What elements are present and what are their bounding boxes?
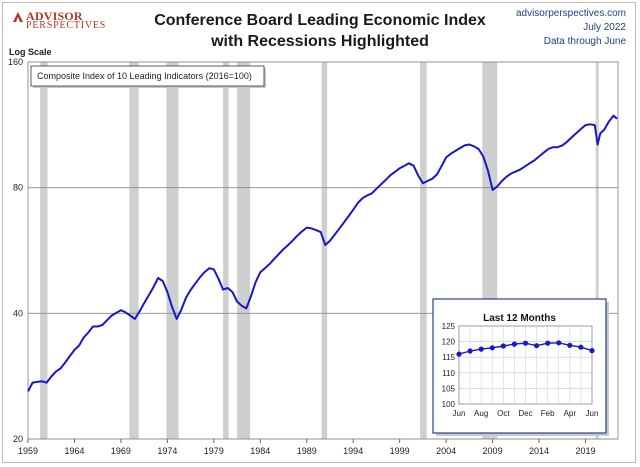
inset-plot-border xyxy=(458,325,593,405)
source-date: July 2022 xyxy=(583,22,626,33)
recession-band xyxy=(40,62,48,439)
inset-point xyxy=(456,351,462,357)
logo-text-bottom: PERSPECTIVES xyxy=(26,20,107,31)
x-tick-label: 1999 xyxy=(390,446,410,456)
lei-line xyxy=(27,114,618,392)
inset-x-tick-label: Dec xyxy=(518,409,532,418)
inset-point xyxy=(567,342,573,348)
x-tick-label: 1989 xyxy=(297,446,317,456)
inset-last-12-months: Last 12 Months 100 105 110 115 120 125 Jun Aug Oc… xyxy=(432,298,609,436)
y-tick-label: 160 xyxy=(8,57,23,67)
inset-y-tick-label: 100 xyxy=(442,400,456,409)
y-axis-label: Log Scale xyxy=(9,47,52,57)
source-site: advisorperspectives.com xyxy=(515,8,626,19)
source-block: advisorperspectives.com July 2022 Data t… xyxy=(426,7,626,49)
x-tick-label: 2014 xyxy=(529,446,549,456)
logo-text-top: ADVISOR xyxy=(26,9,83,23)
y-tick-label: 20 xyxy=(13,434,23,444)
x-tick-label: 2019 xyxy=(575,446,595,456)
legend-box xyxy=(30,65,265,87)
recession-band xyxy=(321,62,328,439)
inset-x-tick-label: Jun xyxy=(453,409,466,418)
chart-title-line1: Conference Board Leading Economic Index xyxy=(154,12,486,29)
inset-y-tick-label: 105 xyxy=(442,384,456,393)
x-tick-label: 1959 xyxy=(18,446,38,456)
inset-x-tick-label: Aug xyxy=(474,409,488,418)
y-tick-label: 40 xyxy=(13,308,23,318)
source-note: Data through June xyxy=(543,36,626,47)
inset-point xyxy=(511,341,517,347)
x-tick-label: 2004 xyxy=(436,446,456,456)
inset-point xyxy=(500,343,506,349)
x-tick-label: 1974 xyxy=(157,446,177,456)
inset-point xyxy=(489,345,495,351)
inset-box xyxy=(432,298,607,434)
advisor-perspectives-logo: ADVISOR PERSPECTIVES xyxy=(12,8,122,31)
inset-point xyxy=(589,348,595,354)
inset-x-tick-label: Oct xyxy=(497,409,510,418)
inset-point xyxy=(478,346,484,352)
x-tick-label: 1964 xyxy=(64,446,84,456)
inset-point xyxy=(556,340,562,346)
inset-x-tick-label: Jun xyxy=(586,409,599,418)
inset-y-tick-label: 120 xyxy=(442,338,456,347)
inset-title: Last 12 Months xyxy=(483,313,556,324)
inset-x-tick-label: Feb xyxy=(541,409,555,418)
inset-y-tick-label: 110 xyxy=(442,369,455,378)
recession-band xyxy=(129,62,139,439)
logo-mark-icon xyxy=(13,12,23,22)
inset-point xyxy=(578,344,584,350)
chart-title-line2: with Recessions Highlighted xyxy=(211,33,429,50)
recession-band xyxy=(595,62,599,439)
inset-x-tick-label: Apr xyxy=(564,409,577,418)
inset-point xyxy=(545,340,551,346)
recession-band xyxy=(237,62,251,439)
chart-legend: Composite Index of 10 Leading Indicators… xyxy=(30,65,266,88)
recession-band xyxy=(166,62,179,439)
inset-y-tick-label: 125 xyxy=(442,322,456,331)
x-tick-label: 1994 xyxy=(343,446,363,456)
x-tick-label: 1984 xyxy=(250,446,270,456)
x-tick-label: 1969 xyxy=(111,446,131,456)
x-tick-label: 1979 xyxy=(204,446,224,456)
inset-point xyxy=(534,343,540,349)
lei-series xyxy=(27,114,618,392)
inset-y-tick-label: 115 xyxy=(442,353,455,362)
legend-label: Composite Index of 10 Leading Indicators… xyxy=(37,71,252,81)
x-tick-label: 2009 xyxy=(483,446,503,456)
chart-title: Conference Board Leading Economic Index … xyxy=(140,10,500,52)
recession-bands xyxy=(40,62,599,439)
inset-point xyxy=(522,340,529,346)
recession-band xyxy=(420,62,427,439)
y-tick-label: 80 xyxy=(13,183,23,193)
recession-band xyxy=(223,62,229,439)
inset-point xyxy=(467,348,473,354)
